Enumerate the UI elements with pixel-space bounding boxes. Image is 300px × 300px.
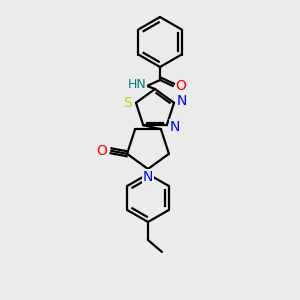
Text: N: N [177,94,187,108]
Text: O: O [176,79,186,93]
Text: O: O [97,144,107,158]
Text: S: S [124,96,132,110]
Text: HN: HN [128,77,146,91]
Text: N: N [169,120,180,134]
Text: N: N [143,170,153,184]
